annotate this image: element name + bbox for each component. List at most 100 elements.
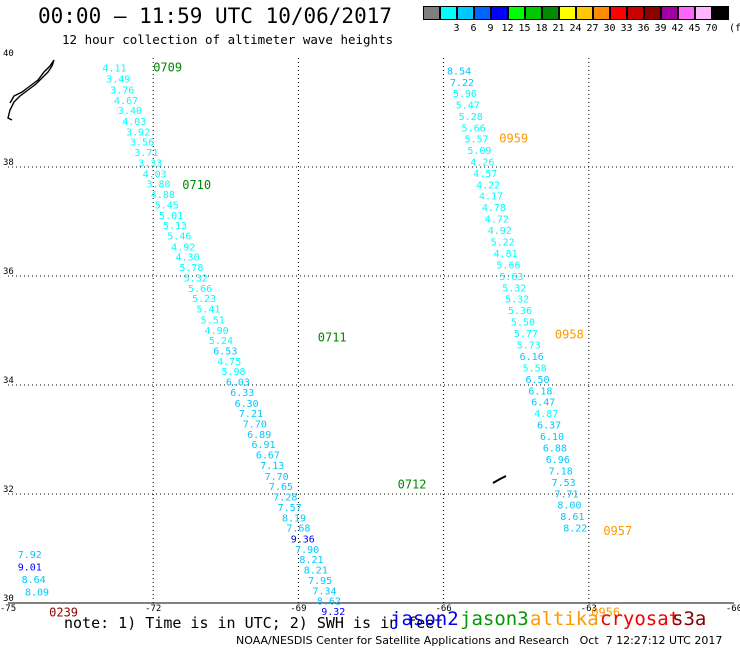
chart-subtitle: 12 hour collection of altimeter wave hei… <box>62 32 394 47</box>
swh-label: 8.00 <box>557 501 581 512</box>
swh-label: 9.01 <box>18 562 42 573</box>
legend-unit-label: (ft) <box>729 23 740 34</box>
swh-label: 4.03 <box>122 117 146 128</box>
swh-label: 3.49 <box>106 75 130 86</box>
swh-label: 3.33 <box>138 158 162 169</box>
swh-label: 7.95 <box>308 576 332 587</box>
x-tick-label: -66 <box>435 604 451 614</box>
y-tick-label: 34 <box>3 376 14 386</box>
swh-label: 4.92 <box>171 242 195 253</box>
swh-label: 8.21 <box>304 566 328 577</box>
swh-label: 6.37 <box>537 421 561 432</box>
legend-swatch-label: 42 <box>671 23 684 34</box>
satellite-name-jason3: jason3 <box>460 608 529 630</box>
swh-label: 6.16 <box>520 352 544 363</box>
y-tick-label: 40 <box>3 49 14 59</box>
swh-label: 7.65 <box>269 482 293 493</box>
swh-label: 5.98 <box>221 367 245 378</box>
swh-label: 5.73 <box>517 340 541 351</box>
pass-time-label: 0712 <box>398 478 427 492</box>
swh-label: 7.70 <box>265 472 289 483</box>
swh-label: 3.71 <box>134 148 158 159</box>
legend-swatch <box>627 6 644 20</box>
swh-label: 4.88 <box>151 190 175 201</box>
legend-swatch <box>593 6 610 20</box>
swh-label: 8.21 <box>299 555 323 566</box>
swh-label: 7.71 <box>554 489 578 500</box>
swh-label: 5.63 <box>499 272 523 283</box>
legend-swatch-label: 36 <box>637 23 650 34</box>
swh-label: 8.61 <box>560 512 584 523</box>
swh-label: 7.18 <box>549 466 573 477</box>
legend-swatch <box>644 6 661 20</box>
satellite-name-altika: altika <box>530 608 599 630</box>
pass-time-label: 0959 <box>499 131 528 145</box>
swh-label: 5.96 <box>453 89 477 100</box>
legend-swatch <box>525 6 542 20</box>
legend-swatch-label: 3 <box>453 23 460 34</box>
legend-swatch <box>474 6 491 20</box>
pass-time-label: 0710 <box>182 178 211 192</box>
swh-label: 6.89 <box>247 430 271 441</box>
chart-title: 00:00 – 11:59 UTC 10/06/2017 <box>38 4 393 28</box>
swh-label: 4.17 <box>479 192 503 203</box>
swh-label: 3.40 <box>118 106 142 117</box>
swh-label: 6.53 <box>213 346 237 357</box>
swh-label: 5.09 <box>467 146 491 157</box>
swh-label: 5.24 <box>209 336 233 347</box>
swh-label: 4.72 <box>485 215 509 226</box>
legend-swatch <box>695 6 712 20</box>
pass-time-label: 0957 <box>603 524 632 538</box>
swh-label: 6.03 <box>226 378 250 389</box>
satellite-name-s3a: s3a <box>672 608 707 630</box>
pass-time-label: 0958 <box>555 328 584 342</box>
x-tick-label: -60 <box>726 604 740 614</box>
swh-label: 5.32 <box>184 273 208 284</box>
legend-swatch-label: 39 <box>654 23 667 34</box>
swh-label: 8.54 <box>447 66 471 77</box>
swh-label: 6.88 <box>543 443 567 454</box>
legend-swatch <box>440 6 457 20</box>
swh-label: 7.57 <box>278 503 302 514</box>
pass-time-label: 0711 <box>318 330 347 344</box>
swh-label: 7.13 <box>260 461 284 472</box>
swh-label: 5.28 <box>459 112 483 123</box>
swh-label: 5.32 <box>505 295 529 306</box>
legend-swatch-label: 12 <box>501 23 514 34</box>
swh-label: 4.90 <box>205 326 229 337</box>
swh-label: 7.90 <box>295 545 319 556</box>
swh-label: 5.66 <box>462 124 486 135</box>
legend-swatch-label: 6 <box>470 23 477 34</box>
swh-label: 9.32 <box>321 607 345 618</box>
swh-label: 8.64 <box>22 575 46 586</box>
swh-label: 7.21 <box>239 409 263 420</box>
pass-time-label: 0239 <box>49 606 78 620</box>
swh-label: 5.32 <box>502 283 526 294</box>
swh-label: 4.87 <box>534 409 558 420</box>
swh-label: 4.30 <box>176 253 200 264</box>
swh-label: 4.75 <box>217 357 241 368</box>
swh-label: 6.18 <box>528 386 552 397</box>
swh-label: 4.22 <box>476 180 500 191</box>
swh-label: 4.78 <box>482 203 506 214</box>
x-tick-label: -72 <box>145 604 161 614</box>
swh-label: 5.41 <box>196 305 220 316</box>
swh-label: 5.57 <box>464 134 488 145</box>
swh-label: 8.62 <box>317 597 341 608</box>
swh-label: 4.03 <box>143 169 167 180</box>
legend-swatch <box>678 6 695 20</box>
swh-label: 5.66 <box>188 284 212 295</box>
island-shape <box>492 475 507 484</box>
pass-time-label: 0956 <box>591 606 620 620</box>
coastline-shape <box>7 59 55 121</box>
legend-swatch <box>559 6 576 20</box>
swh-label: 3.92 <box>126 127 150 138</box>
swh-label: 7.53 <box>552 478 576 489</box>
x-tick-label: -63 <box>581 604 597 614</box>
legend-swatch <box>661 6 678 20</box>
y-tick-label: 32 <box>3 485 14 495</box>
swh-label: 8.22 <box>563 524 587 535</box>
swh-label: 9.36 <box>291 535 315 546</box>
legend-swatch-label: 18 <box>535 23 548 34</box>
